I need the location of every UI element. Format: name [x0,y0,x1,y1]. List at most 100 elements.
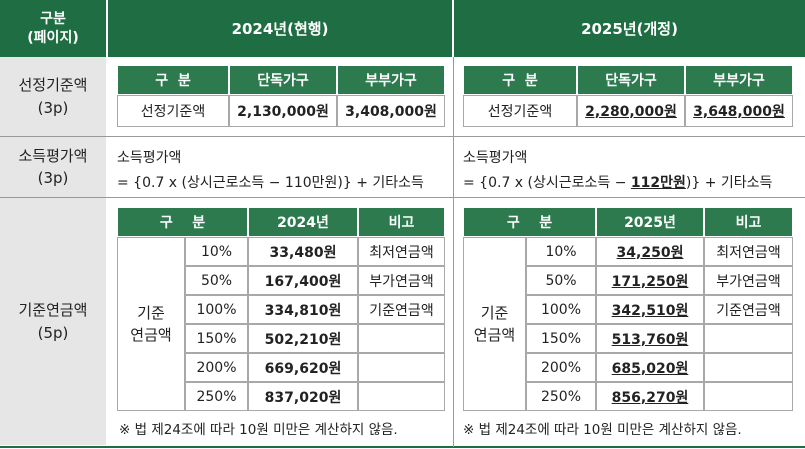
pen2025-row-note: 최저연금액 [704,237,793,266]
pen2024-head-year-text: 2024년 [277,215,329,231]
pen2024-row-value: 167,400원 [248,266,358,295]
row-label-pension: 기준연금액 (5p) [0,198,106,445]
pen2024-row-note [358,324,445,353]
header-2024: 2024년(현행) [108,0,452,57]
row-label-income-page: (3p) [37,169,69,187]
pen2025-row-note-text: 부가연금액 [716,273,781,290]
row-label-income: 소득평가액 (3p) [0,137,106,197]
pen2025-row-percent: 10% [526,237,596,266]
pen2024-head-note: 비고 [358,207,445,237]
pen2025-row-percent-text: 150% [540,330,582,347]
pen2025-row-value-text: 171,250원 [611,273,689,290]
pen2025-row-note [704,353,793,382]
pen2024-row-note: 부가연금액 [358,266,445,295]
pen2024-row-percent: 150% [185,324,248,353]
divider-col-mid [453,57,454,447]
pen2024-row-note: 기준연금액 [358,295,445,324]
pen2025-row-value: 685,020원 [596,353,704,382]
pen2025-row-value: 34,250원 [596,237,704,266]
pen2025-row-percent: 50% [526,266,596,295]
pen2024-row-percent: 200% [185,353,248,382]
pen2024-row-percent: 250% [185,382,248,411]
pen2024-row-percent-text: 200% [196,359,237,376]
pen2025-row-percent-text: 100% [540,301,582,318]
sel2024-couple-value: 3,408,000원 [337,95,445,127]
pen2025-row-percent: 200% [526,353,596,382]
pen2025-row-value-text: 685,020원 [611,360,689,377]
sel2025-single-value-text: 2,280,000원 [585,104,677,120]
income2024-title: 소득평가액 [117,150,182,166]
header-category: 구분 (페이지) [0,0,106,57]
divider-row2 [0,197,805,198]
pen2024-row-note: 최저연금액 [358,237,445,266]
sel2025-single-value: 2,280,000원 [577,95,685,127]
row-label-income-name: 소득평가액 [18,146,88,165]
pen2024-row-note [358,382,445,411]
pen2025-row-note [704,382,793,411]
sel2024-head-single: 단독가구 [229,65,337,95]
row-label-pension-name: 기준연금액 [18,301,88,319]
pen2025-row-percent-text: 50% [545,272,577,289]
pen2024-row-percent: 10% [185,237,248,266]
sel2024-single-value: 2,130,000원 [229,95,337,127]
sel2025-head-category-text: 구 분 [502,73,538,89]
sel2024-head-couple-text: 부부가구 [365,73,417,89]
pen2025-row-note-text: 기준연금액 [716,302,781,319]
pen2025-row-value: 856,270원 [596,382,704,411]
divider-bottom [0,446,805,448]
pen2024-footnote: ※ 법 제24조에 따라 10원 미만은 계산하지 않음. [119,422,398,438]
pen2025-row-value-text: 342,510원 [611,302,689,319]
sel2025-head-couple-text: 부부가구 [713,73,765,89]
income2025-formula: = {0.7 x (상시근로소득 − 112만원)} + 기타소득 [463,172,772,192]
divider-row1 [0,136,805,137]
pen2024-group-line1: 기준 [137,303,165,322]
row-label-selection-page: (3p) [37,98,69,117]
pen2025-row-value: 513,760원 [596,324,704,353]
pen2025-row-value: 171,250원 [596,266,704,295]
pen2024-head-category-text: 구 분 [159,215,206,231]
sel2024-head-couple: 부부가구 [337,65,445,95]
pen2025-head-category-text: 구 분 [506,215,553,231]
sel2025-couple-value-text: 3,648,000원 [693,104,785,120]
pen2025-head-category: 구 분 [463,207,596,237]
row-label-selection-name: 선정기준액 [18,76,88,94]
pen2024-row-percent: 100% [185,295,248,324]
income2025-title: 소득평가액 [463,150,528,166]
pen2025-row-percent-text: 10% [545,243,577,260]
sel2024-couple-value-text: 3,408,000원 [345,104,437,120]
sel2025-head-single: 단독가구 [577,65,685,95]
pen2025-group: 기준 연금액 [463,237,526,411]
pen2025-row-percent: 250% [526,382,596,411]
sel2025-head-category: 구 분 [463,65,577,95]
income2025-formula-bold: 112만원 [630,175,686,191]
pen2025-row-note [704,324,793,353]
pen2024-row-value-text: 33,480원 [269,244,337,261]
pen2025-row-value-text: 513,760원 [611,331,689,348]
pen2025-head-note: 비고 [704,207,793,237]
pen2025-row-percent-text: 250% [540,388,582,405]
header-2024-label: 2024년(현행) [231,20,329,38]
pen2025-row-note-text: 최저연금액 [716,244,781,261]
pen2025-row-note: 부가연금액 [704,266,793,295]
pen2024-group-line2: 연금액 [130,326,172,344]
pen2024-row-percent-text: 50% [200,272,233,289]
sel2024-head-category: 구 분 [117,65,229,95]
income2025-formula-pre: = {0.7 x (상시근로소득 − [463,175,631,191]
pen2025-row-note: 기준연금액 [704,295,793,324]
pen2025-row-percent: 150% [526,324,596,353]
sel2025-head-single-text: 단독가구 [605,73,657,89]
sel2024-head-single-text: 단독가구 [257,73,309,89]
pen2024-head-note-text: 비고 [388,215,415,231]
sel2025-couple-value: 3,648,000원 [685,95,793,127]
pen2024-row-percent-text: 150% [196,330,237,347]
pen2024-row-value: 33,480원 [248,237,358,266]
pen2024-row-value-text: 334,810원 [264,302,342,319]
sel2024-label-text: 선정기준액 [140,104,206,120]
pen2024-row-value: 502,210원 [248,324,358,353]
pen2024-row-value: 837,020원 [248,382,358,411]
pen2025-head-year-text: 2025년 [624,215,676,231]
pen2024-row-value-text: 669,620원 [264,360,342,377]
pen2025-row-value-text: 34,250원 [616,244,684,261]
pen2024-row-value-text: 837,020원 [264,389,342,406]
pen2025-row-percent: 100% [526,295,596,324]
